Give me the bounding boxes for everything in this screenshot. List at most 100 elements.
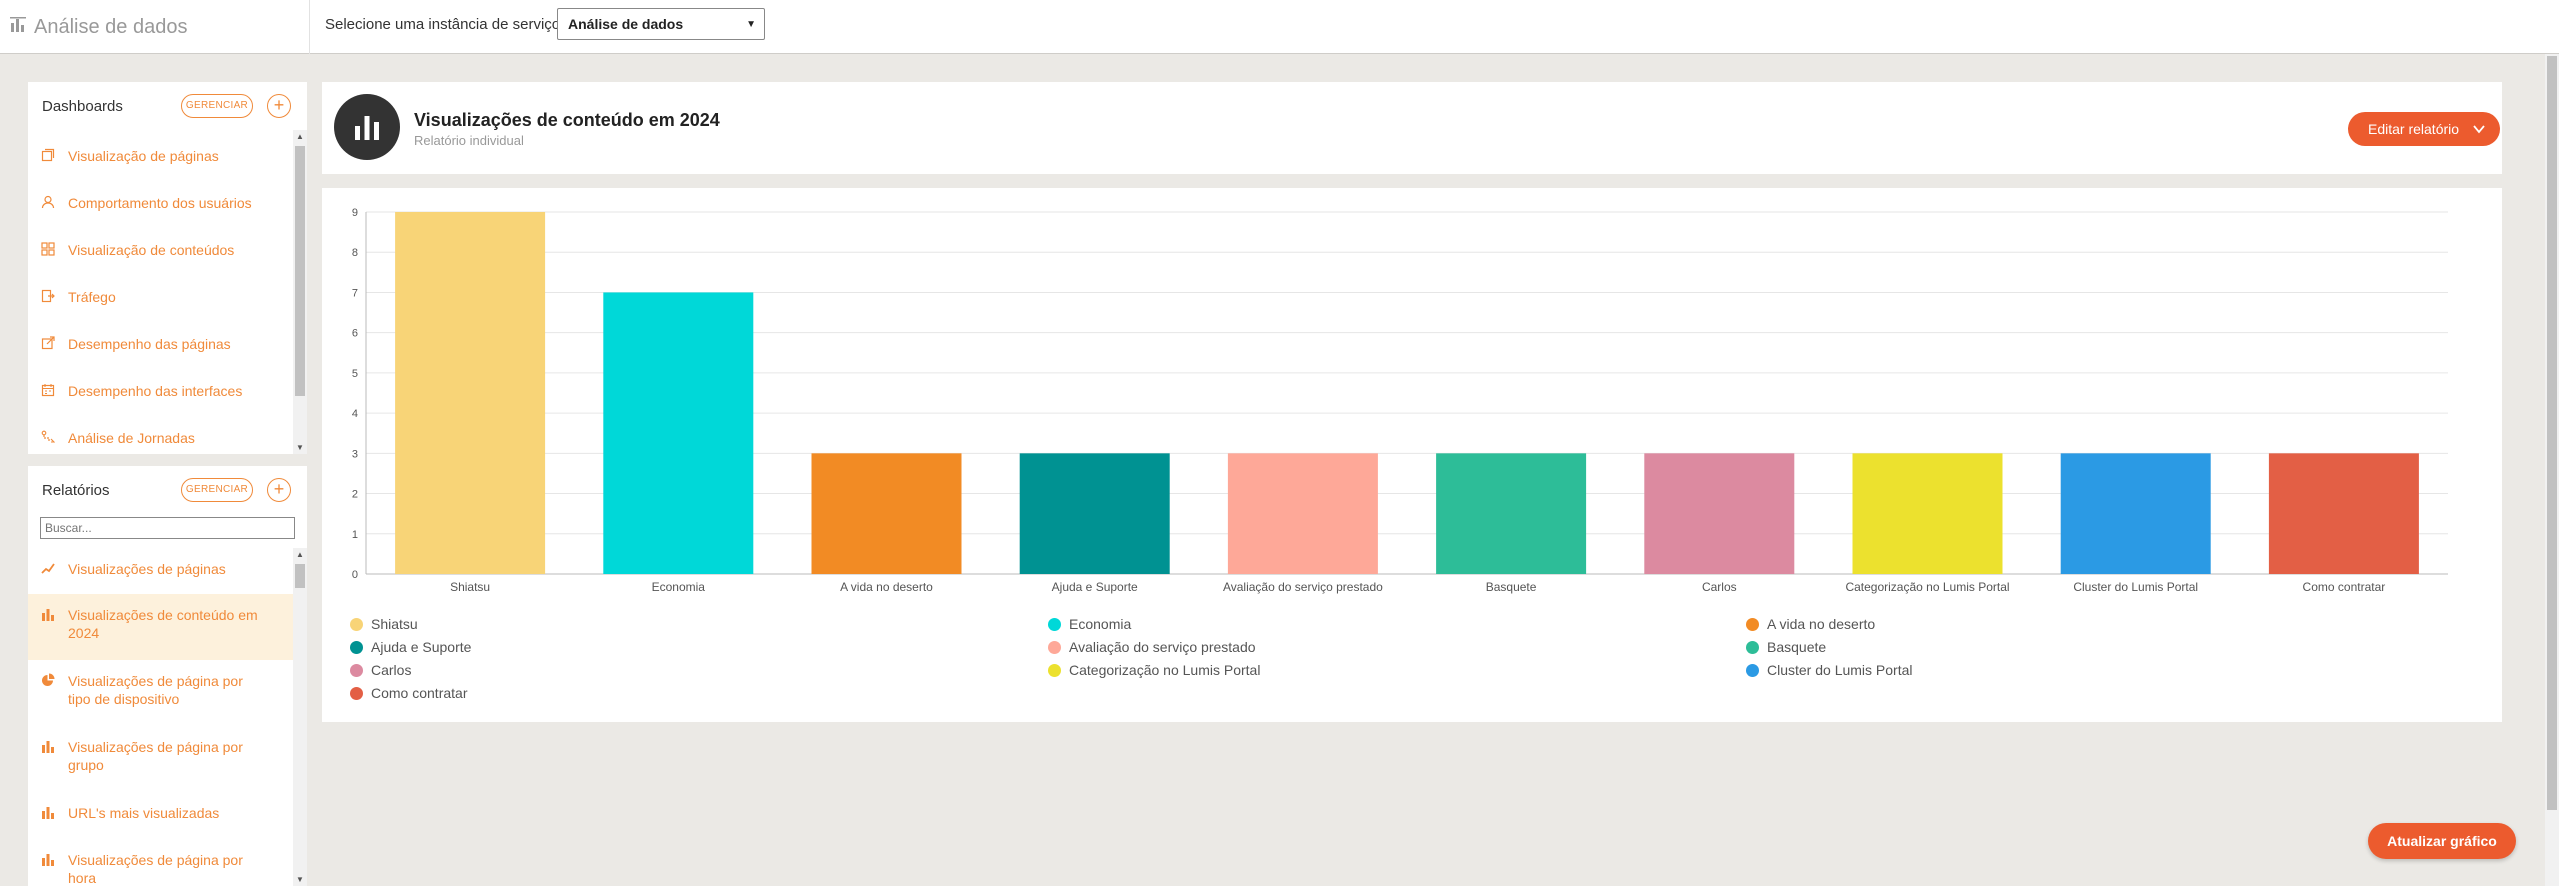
report-item[interactable]: Visualizações de conteúdo em 2024 bbox=[28, 594, 293, 660]
bar bbox=[603, 292, 754, 574]
x-tick-label: A vida no deserto bbox=[840, 580, 933, 594]
caret-down-icon: ▼ bbox=[746, 19, 756, 30]
legend-label: Shiatsu bbox=[371, 616, 418, 632]
x-tick-label: Avaliação do serviço prestado bbox=[1223, 580, 1383, 594]
instance-select[interactable]: Análise de dados ▼ bbox=[557, 8, 765, 40]
page-scrollbar[interactable] bbox=[2545, 54, 2559, 886]
legend-item[interactable]: Como contratar bbox=[350, 685, 467, 701]
user-icon bbox=[40, 194, 56, 210]
bar bbox=[1019, 453, 1170, 574]
reports-list: Visualizações de páginas Visualizações de… bbox=[28, 548, 293, 886]
bar bbox=[1227, 453, 1378, 574]
legend-item[interactable]: Avaliação do serviço prestado bbox=[1048, 639, 1256, 655]
dashboard-item[interactable]: Visualização de conteúdos bbox=[28, 224, 293, 271]
legend-swatch bbox=[1048, 663, 1061, 677]
legend-swatch bbox=[350, 686, 363, 700]
scroll-up-icon[interactable]: ▲ bbox=[296, 550, 304, 559]
x-tick-label: Categorização no Lumis Portal bbox=[1845, 580, 2009, 594]
report-item[interactable]: URL's mais visualizadas bbox=[28, 792, 293, 839]
item-label: Desempenho das páginas bbox=[68, 336, 231, 352]
dashboard-item[interactable]: Visualização de páginas bbox=[28, 130, 293, 177]
y-tick-label: 0 bbox=[352, 569, 358, 581]
item-label: Desempenho das interfaces bbox=[68, 383, 243, 399]
legend-label: Carlos bbox=[371, 662, 412, 678]
reports-scrollbar-thumb[interactable] bbox=[295, 564, 305, 588]
reports-scrollbar[interactable]: ▲ ▼ bbox=[293, 548, 307, 886]
dashboard-item[interactable]: Desempenho das páginas bbox=[28, 318, 293, 365]
grid-icon bbox=[40, 241, 56, 257]
dashboards-list: Visualização de páginas Comportamento dos… bbox=[28, 130, 293, 454]
legend-item[interactable]: A vida no deserto bbox=[1746, 616, 1875, 632]
dashboards-scrollbar-thumb[interactable] bbox=[295, 146, 305, 396]
manage-reports-button[interactable]: GERENCIAR bbox=[181, 478, 253, 502]
bar bbox=[811, 453, 962, 574]
add-dashboard-button[interactable]: + bbox=[267, 94, 291, 118]
report-item[interactable]: Visualizações de página por grupo bbox=[28, 726, 293, 792]
dashboard-item[interactable]: Desempenho das interfaces bbox=[28, 365, 293, 412]
update-chart-button[interactable]: Atualizar gráfico bbox=[2368, 823, 2516, 859]
legend-item[interactable]: Ajuda e Suporte bbox=[350, 639, 471, 655]
x-tick-label: Como contratar bbox=[2303, 580, 2386, 594]
item-label: Visualizações de conteúdo em 2024 bbox=[68, 607, 258, 641]
legend-item[interactable]: Categorização no Lumis Portal bbox=[1048, 662, 1260, 678]
legend-item[interactable]: Economia bbox=[1048, 616, 1131, 632]
app-title-text: Análise de dados bbox=[34, 15, 188, 38]
legend-item[interactable]: Shiatsu bbox=[350, 616, 418, 632]
top-bar: Análise de dados Selecione uma instância… bbox=[0, 0, 2559, 54]
y-tick-label: 5 bbox=[352, 368, 358, 380]
item-label: Visualização de conteúdos bbox=[68, 242, 235, 258]
line-chart-icon bbox=[40, 560, 56, 576]
bar bbox=[395, 212, 546, 574]
y-tick-label: 7 bbox=[352, 287, 358, 299]
reports-search-input[interactable] bbox=[40, 517, 295, 539]
dashboards-scrollbar[interactable]: ▲ ▼ bbox=[293, 130, 307, 454]
app-title: Análise de dados bbox=[10, 14, 187, 40]
dashboard-item[interactable]: Comportamento dos usuários bbox=[28, 177, 293, 224]
report-item[interactable]: Visualizações de páginas bbox=[28, 548, 293, 594]
legend-item[interactable]: Cluster do Lumis Portal bbox=[1746, 662, 1913, 678]
legend-swatch bbox=[350, 663, 363, 677]
dashboard-item[interactable]: Análise de Jornadas bbox=[28, 412, 293, 454]
y-tick-label: 9 bbox=[352, 207, 358, 219]
dashboard-item[interactable]: Tráfego bbox=[28, 271, 293, 318]
dashboards-header: Dashboards GERENCIAR + bbox=[28, 82, 307, 130]
edit-report-button[interactable]: Editar relatório bbox=[2348, 112, 2500, 146]
report-item[interactable]: Visualizações de página por hora bbox=[28, 839, 293, 886]
report-header: Visualizações de conteúdo em 2024 Relató… bbox=[322, 82, 2502, 174]
legend-item[interactable]: Basquete bbox=[1746, 639, 1826, 655]
manage-dashboards-button[interactable]: GERENCIAR bbox=[181, 94, 253, 118]
legend-label: Categorização no Lumis Portal bbox=[1069, 662, 1261, 678]
y-tick-label: 8 bbox=[352, 247, 358, 259]
scroll-up-icon[interactable]: ▲ bbox=[296, 132, 304, 141]
scroll-down-icon[interactable]: ▼ bbox=[296, 443, 304, 452]
dashboards-title: Dashboards bbox=[42, 98, 123, 115]
report-item[interactable]: Visualizações de página por tipo de disp… bbox=[28, 660, 293, 726]
reports-title: Relatórios bbox=[42, 482, 110, 499]
chart-panel: 0 1 2 3 4 5 6 7 8 9 Shiatsu Economia A vida no deser… bbox=[322, 188, 2502, 722]
page-scrollbar-thumb[interactable] bbox=[2547, 56, 2557, 810]
pages-icon bbox=[40, 147, 56, 163]
bar bbox=[1436, 453, 1587, 574]
x-tick-label: Shiatsu bbox=[450, 580, 490, 594]
bar bbox=[1644, 453, 1795, 574]
bar-chart-icon bbox=[40, 851, 56, 867]
bar-chart: 0 1 2 3 4 5 6 7 8 9 Shiatsu Economia A vida no deser… bbox=[352, 207, 2448, 594]
reports-header: Relatórios GERENCIAR + bbox=[28, 466, 307, 514]
item-label: Comportamento dos usuários bbox=[68, 195, 252, 211]
item-label: Tráfego bbox=[68, 289, 116, 305]
x-tick-label: Ajuda e Suporte bbox=[1052, 580, 1138, 594]
item-label: Visualizações de página por hora bbox=[68, 852, 243, 886]
legend-item[interactable]: Carlos bbox=[350, 662, 411, 678]
bar-chart-icon bbox=[10, 16, 26, 39]
legend-swatch bbox=[1746, 640, 1759, 654]
item-label: Visualizações de página por grupo bbox=[68, 739, 243, 773]
y-tick-label: 3 bbox=[352, 448, 358, 460]
item-label: Análise de Jornadas bbox=[68, 430, 195, 446]
item-label: Visualizações de páginas bbox=[68, 561, 226, 577]
add-report-button[interactable]: + bbox=[267, 478, 291, 502]
dashboards-panel: Dashboards GERENCIAR + Visualização de p… bbox=[28, 82, 307, 454]
legend-swatch bbox=[350, 640, 363, 654]
scroll-down-icon[interactable]: ▼ bbox=[296, 875, 304, 884]
legend-swatch bbox=[1048, 617, 1061, 631]
journey-icon bbox=[40, 429, 56, 445]
